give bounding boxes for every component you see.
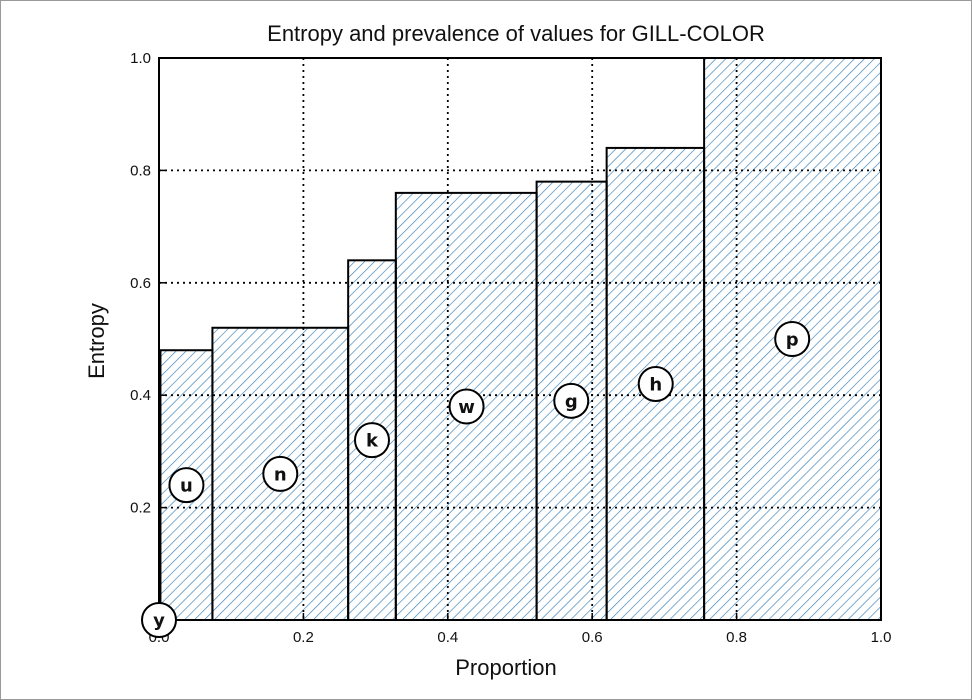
plot-area-border: [158, 57, 882, 621]
x-tick-label: 0.6: [582, 629, 603, 646]
value-label-circle-u: [168, 467, 205, 504]
y-tick-label: 0.4: [130, 387, 151, 404]
value-label-w: w: [458, 397, 475, 418]
y-axis-label: Entropy: [84, 303, 109, 379]
value-label-h: h: [649, 374, 662, 395]
value-label-k: k: [366, 431, 379, 452]
value-label-circle-w: [448, 388, 485, 425]
y-tick-label: 0.2: [130, 500, 151, 517]
bars-group: [160, 58, 881, 621]
value-label-circle-k: [353, 422, 390, 459]
chart-title: Entropy and prevalence of values for GIL…: [267, 21, 765, 46]
bar-labels-group: y u n k w g h p: [141, 321, 811, 638]
x-tick-label: 0.8: [726, 629, 747, 646]
x-tick-label: 0.4: [437, 629, 458, 646]
value-label-circle-n: [262, 455, 299, 492]
x-axis-label: Proportion: [455, 655, 557, 680]
value-label-p: p: [786, 330, 799, 351]
x-tick-label: 1.0: [871, 629, 892, 646]
y-tick-label: 0.8: [130, 162, 151, 179]
x-tick-label: 0.2: [293, 629, 314, 646]
value-label-circle-y: [141, 602, 177, 638]
value-label-n: n: [274, 464, 287, 485]
value-label-circle-g: [553, 382, 590, 419]
y-tick-label: 0.6: [130, 275, 151, 292]
value-label-u: u: [180, 476, 193, 497]
value-label-circle-h: [637, 365, 674, 402]
gridlines-group: [159, 58, 881, 620]
value-label-y: y: [153, 611, 165, 632]
value-label-circle-p: [774, 321, 811, 357]
value-label-g: g: [565, 391, 578, 412]
y-tick-label: 1.0: [130, 50, 151, 67]
